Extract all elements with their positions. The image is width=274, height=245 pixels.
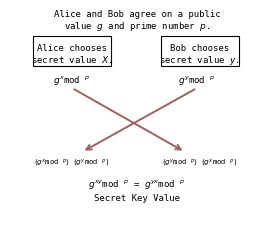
Text: $(g^y$mod $^p)$ $(g^x$mod $^p)$: $(g^y$mod $^p)$ $(g^x$mod $^p)$	[162, 158, 238, 169]
Bar	[161, 36, 239, 66]
Text: secret value $X$.: secret value $X$.	[31, 54, 113, 65]
Text: Alice and Bob agree on a public: Alice and Bob agree on a public	[54, 10, 220, 19]
Text: Alice chooses: Alice chooses	[37, 44, 107, 53]
Text: $g^x$mod $^p$: $g^x$mod $^p$	[53, 74, 91, 87]
Text: $g^{xy}$mod $^p$ = $g^{yx}$mod $^p$: $g^{xy}$mod $^p$ = $g^{yx}$mod $^p$	[88, 178, 186, 191]
Text: value $g$ and prime number $p$.: value $g$ and prime number $p$.	[64, 20, 210, 33]
Text: $(g^x$mod $^p)$ $(g^y$mod $^p)$: $(g^x$mod $^p)$ $(g^y$mod $^p)$	[35, 158, 110, 169]
Text: secret value $y$.: secret value $y$.	[159, 54, 241, 67]
Bar	[33, 36, 111, 66]
Text: $g^y$mod $^p$: $g^y$mod $^p$	[178, 74, 216, 87]
Text: Secret Key Value: Secret Key Value	[94, 194, 180, 203]
Text: Bob chooses: Bob chooses	[170, 44, 230, 53]
